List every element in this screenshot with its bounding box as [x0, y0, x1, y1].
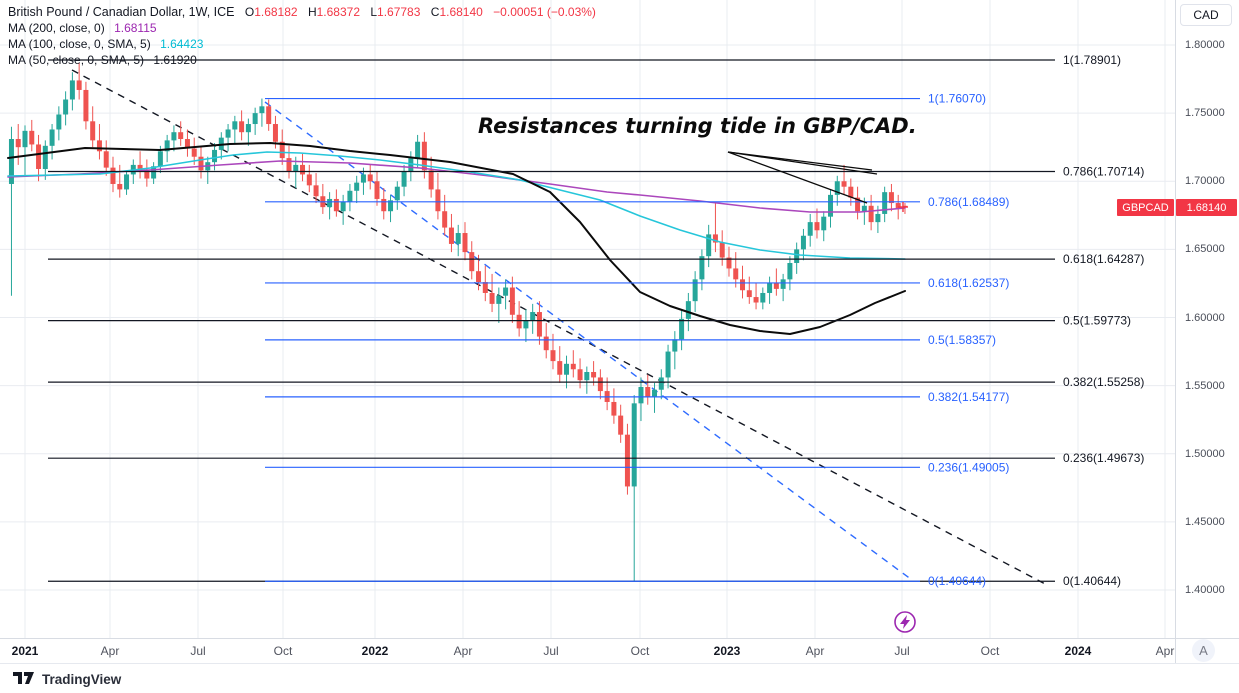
price-axis-label: 1.75000	[1185, 107, 1225, 120]
fib-blue-label: 0.786(1.68489)	[928, 195, 1009, 209]
tradingview-brand-text[interactable]: TradingView	[42, 671, 122, 687]
price-axis-label: 1.45000	[1185, 515, 1225, 528]
footer-bar: TradingView	[0, 663, 1239, 693]
time-axis-label: Oct	[630, 644, 650, 658]
grid-lines	[0, 0, 1175, 638]
trendlines[interactable]	[71, 69, 1048, 586]
time-axis-label: Apr	[805, 644, 825, 658]
ma50-label: MA (50, close, 0, SMA, 5)	[8, 53, 145, 67]
fib-black-label: 0.786(1.70714)	[1063, 165, 1144, 179]
low-value: 1.67783	[377, 5, 421, 19]
close-value: 1.68140	[439, 5, 483, 19]
time-axis-label: 2023	[713, 644, 741, 658]
symbol-badge: GBPCAD	[1117, 199, 1174, 216]
price-axis-label: 1.40000	[1185, 584, 1225, 596]
fib-blue-label: 0.236(1.49005)	[928, 460, 1009, 474]
price-axis-label: 1.50000	[1185, 447, 1225, 460]
time-axis-label: 2022	[361, 644, 389, 658]
symbol-ohlc-row[interactable]: British Pound / Canadian Dollar, 1W, ICE…	[8, 4, 596, 20]
fib-blue-label: 0.382(1.54177)	[928, 390, 1009, 404]
ma-line-ma50	[7, 142, 906, 335]
price-axis-label: 1.55000	[1185, 379, 1225, 392]
time-axis-label: 2024	[1064, 644, 1092, 658]
time-axis[interactable]: 2021 Apr Jul Oct 2022 Apr Jul Oct 2023 Apr Jul Oct 2…	[0, 638, 1175, 664]
ma100-label: MA (100, close, 0, SMA, 5)	[8, 37, 151, 51]
tradingview-logo-icon[interactable]	[13, 671, 35, 687]
close-label: C	[430, 5, 440, 19]
indicator-row-ma100[interactable]: MA (100, close, 0, SMA, 5) 1.64423	[8, 36, 596, 52]
price-axis-label: 1.65000	[1185, 243, 1225, 256]
fib-blue-label: 0.5(1.58357)	[928, 333, 996, 347]
fib-blue-label: 0.618(1.62537)	[928, 276, 1009, 290]
fib-black-label: 0.382(1.55258)	[1063, 375, 1144, 389]
ma50-value: 1.61920	[153, 53, 197, 67]
indicator-row-ma50[interactable]: MA (50, close, 0, SMA, 5) 1.61920	[8, 52, 596, 68]
price-axis-label: 1.60000	[1185, 311, 1225, 324]
open-label: O	[244, 5, 255, 19]
candlestick-series	[8, 62, 908, 582]
chart-legend: British Pound / Canadian Dollar, 1W, ICE…	[8, 4, 596, 68]
price-axis-label: 1.70000	[1185, 175, 1225, 188]
fib-black[interactable]: 1(1.78901) 0.786(1.70714) 0.618(1.64287) 0.…	[48, 53, 1144, 588]
time-axis-label: Jul	[190, 644, 206, 658]
price-axis-label: 1.80000	[1185, 39, 1225, 51]
time-axis-label: Apr	[100, 644, 120, 658]
fib-blue-label: 1(1.76070)	[928, 92, 986, 106]
callout-lines	[727, 151, 878, 204]
change-value: −0.00051 (−0.03%)	[493, 5, 596, 19]
time-axis-label: 2021	[11, 644, 39, 658]
currency-toggle-button[interactable]: CAD	[1180, 4, 1232, 26]
time-axis-label: Jul	[543, 644, 559, 658]
candlestick-chart-canvas[interactable]: 1(1.78901) 0.786(1.70714) 0.618(1.64287) 0.…	[0, 0, 1175, 638]
fib-black-label: 0.236(1.49673)	[1063, 451, 1144, 465]
symbol-title: British Pound / Canadian Dollar, 1W, ICE	[8, 5, 235, 19]
lightning-replay-icon[interactable]	[894, 611, 916, 633]
ma200-value: 1.68115	[114, 21, 157, 35]
fib-blue[interactable]: 1(1.76070) 0.786(1.68489) 0.618(1.62537) 0.…	[265, 92, 1009, 589]
fib-blue-label: 0(1.40644)	[928, 574, 986, 588]
ma200-label: MA (200, close, 0)	[8, 21, 105, 35]
time-axis-label: Oct	[273, 644, 293, 658]
last-price-marker	[898, 202, 908, 212]
fib-black-label: 1(1.78901)	[1063, 53, 1121, 67]
time-axis-label: Oct	[980, 644, 1000, 658]
downtrend-blue-dashed	[264, 101, 913, 581]
auto-scale-button[interactable]: A	[1192, 639, 1215, 662]
fib-black-label: 0(1.40644)	[1063, 574, 1121, 588]
open-value: 1.68182	[254, 5, 298, 19]
downtrend-black-dashed	[71, 69, 1048, 586]
high-label: H	[307, 5, 317, 19]
fib-black-label: 0.5(1.59773)	[1063, 314, 1131, 328]
high-value: 1.68372	[316, 5, 360, 19]
last-price-badge: 1.68140	[1176, 199, 1237, 216]
price-axis[interactable]: 1.80000 1.75000 1.70000 1.65000 1.60000 1.550…	[1175, 0, 1239, 638]
chart-annotation-text: Resistances turning tide in GBP/CAD.	[478, 114, 917, 138]
time-axis-label: Jul	[894, 644, 910, 658]
low-label: L	[370, 5, 378, 19]
ma100-value: 1.64423	[160, 37, 204, 51]
fib-black-label: 0.618(1.64287)	[1063, 252, 1144, 266]
time-axis-label: Apr	[1155, 644, 1175, 658]
time-axis-label: Apr	[453, 644, 473, 658]
indicator-row-ma200[interactable]: MA (200, close, 0) 1.68115	[8, 20, 596, 36]
last-price-label-row: GBPCAD 1.68140	[1117, 199, 1237, 216]
